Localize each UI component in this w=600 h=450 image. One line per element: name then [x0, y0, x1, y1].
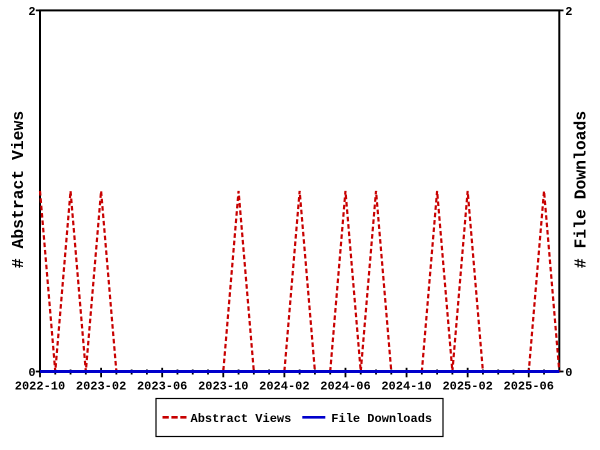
svg-text:2023-02: 2023-02 [76, 379, 126, 393]
svg-text:# Abstract Views: # Abstract Views [9, 111, 28, 268]
svg-text:2023-10: 2023-10 [198, 379, 248, 393]
svg-text:Abstract Views: Abstract Views [191, 412, 292, 426]
svg-text:0: 0 [565, 366, 572, 380]
svg-text:2024-06: 2024-06 [320, 379, 370, 393]
svg-text:# File Downloads: # File Downloads [572, 111, 591, 268]
svg-text:2022-10: 2022-10 [15, 379, 65, 393]
svg-text:2024-02: 2024-02 [259, 379, 309, 393]
svg-text:2023-06: 2023-06 [137, 379, 187, 393]
svg-text:File Downloads: File Downloads [331, 412, 432, 426]
svg-text:0: 0 [28, 366, 35, 380]
svg-text:2: 2 [565, 5, 572, 19]
svg-text:2025-06: 2025-06 [504, 379, 554, 393]
svg-text:2: 2 [28, 5, 35, 19]
svg-text:2024-10: 2024-10 [381, 379, 431, 393]
svg-text:2025-02: 2025-02 [442, 379, 492, 393]
